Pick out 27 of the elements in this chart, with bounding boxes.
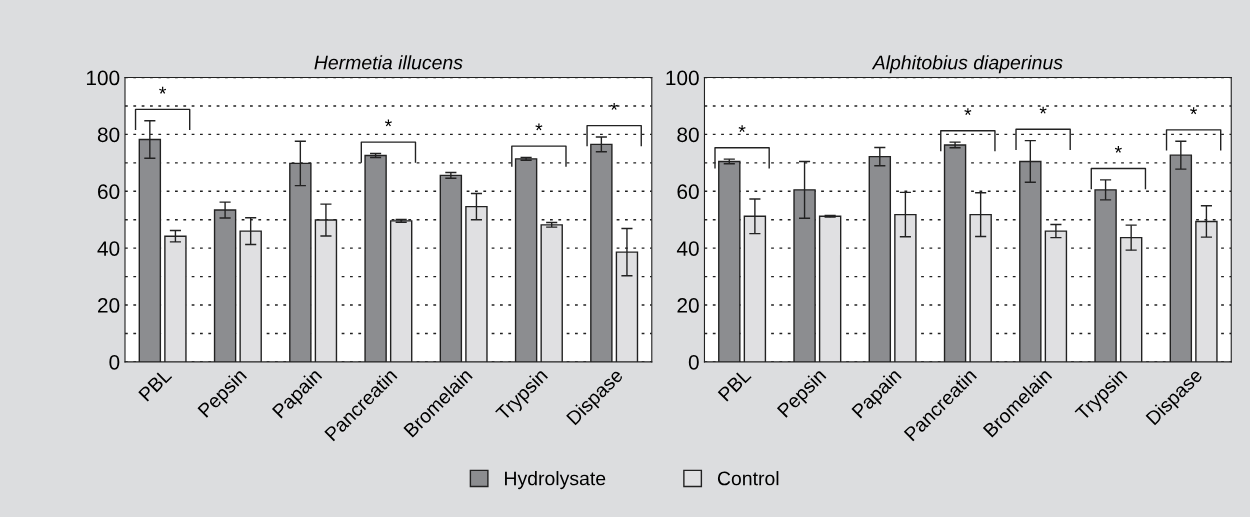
x-tick-label: PBL: [717, 367, 752, 402]
annotation: *: [384, 119, 392, 127]
y-tick-label: 60: [98, 184, 120, 200]
y-tick-label: 40: [676, 241, 699, 256]
y-tick-label: 20: [677, 298, 699, 313]
y-tick-label: 0: [109, 354, 120, 370]
annotation: *: [1114, 145, 1122, 153]
annotation: *: [159, 86, 167, 94]
annotation: *: [738, 125, 746, 133]
annotation: *: [1190, 107, 1198, 115]
y-tick-label: 0: [688, 354, 699, 370]
chart-title: Alphitobius diaperinus: [871, 55, 1063, 74]
chart-title: Hermetia illucens: [314, 55, 463, 70]
annotation: *: [610, 103, 618, 110]
y-tick-label: 80: [97, 127, 120, 143]
y-tick-label: 60: [677, 184, 699, 200]
y-tick-label: 40: [97, 241, 120, 256]
x-tick-label: PBL: [138, 367, 173, 402]
annotation: *: [964, 108, 972, 115]
legend-label: Control: [717, 471, 779, 486]
legend-label: Hydrolysate: [505, 471, 606, 490]
annotation: *: [535, 123, 543, 131]
annotation: *: [1039, 106, 1047, 114]
y-tick-label: 20: [98, 298, 120, 313]
y-tick-label: 100: [86, 70, 120, 86]
y-tick-label: 100: [666, 70, 699, 86]
y-tick-label: 80: [677, 127, 699, 143]
